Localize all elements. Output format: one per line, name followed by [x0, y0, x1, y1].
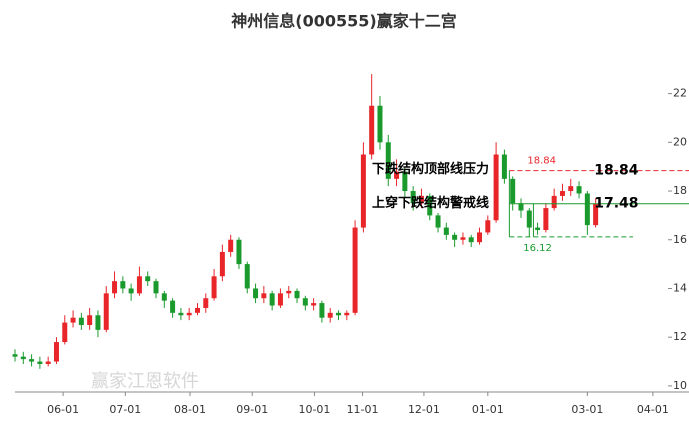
candle-body: [394, 171, 400, 179]
candle-body: [277, 293, 283, 306]
candle-body: [269, 293, 275, 306]
candle-body: [518, 203, 524, 211]
candle-body: [261, 293, 267, 299]
level-small-label: 18.84: [527, 156, 556, 167]
y-tick-label: 16: [673, 233, 687, 246]
x-tick-label: 09-01: [236, 403, 268, 416]
candle-body: [78, 317, 84, 326]
candle-body: [319, 303, 325, 318]
candle-body: [120, 281, 126, 289]
x-tick-label: 07-01: [109, 403, 141, 416]
y-tick-label: 14: [673, 281, 687, 294]
candle-body: [211, 276, 217, 299]
level-small-label: 16.12: [523, 243, 552, 254]
candle-body: [194, 307, 200, 313]
candle-body: [526, 210, 532, 228]
candle-body: [452, 234, 458, 240]
x-tick-label: 11-01: [347, 403, 379, 416]
y-tick-label: 10: [673, 379, 687, 392]
candle-body: [236, 239, 242, 265]
candle-body: [45, 361, 51, 364]
candle-body: [485, 220, 491, 233]
candle-body: [551, 195, 557, 209]
candle-body: [253, 288, 259, 299]
candle-body: [336, 312, 341, 316]
candle-body: [468, 237, 474, 243]
x-tick-label: 12-01: [408, 403, 440, 416]
candle-body: [568, 186, 574, 192]
candle-body: [493, 154, 499, 221]
candle-body: [559, 191, 565, 196]
y-tick-label: 20: [673, 135, 687, 148]
candle-body: [62, 322, 68, 343]
y-tick-label: 12: [673, 330, 687, 343]
candle-body: [369, 105, 375, 155]
candle-body: [170, 300, 176, 313]
level-value: 17.48: [594, 196, 638, 212]
candle-body: [344, 312, 350, 316]
candle-body: [95, 315, 101, 330]
candle-body: [103, 293, 109, 330]
candle-body: [178, 312, 184, 316]
watermark: 赢家江恩软件: [91, 370, 199, 392]
y-tick-label: 18: [673, 184, 687, 197]
candle-body: [228, 239, 234, 252]
candle-body: [186, 312, 192, 316]
candle-body: [286, 290, 292, 294]
candle-body: [352, 227, 358, 313]
candle-body: [145, 276, 151, 282]
candle-body: [477, 232, 483, 243]
x-tick-label: 06-01: [47, 403, 79, 416]
candle-body: [294, 290, 300, 299]
level-name: 上穿下跌结构警戒线: [372, 195, 489, 211]
x-tick-label: 04-01: [637, 403, 669, 416]
level-name: 下跌结构顶部线压力: [372, 161, 489, 177]
candle-body: [219, 251, 225, 277]
candle-body: [87, 315, 93, 326]
candle-body: [161, 293, 167, 301]
candle-body: [385, 142, 391, 179]
candle-body: [593, 203, 599, 226]
candle-body: [402, 171, 408, 192]
candle-body: [203, 298, 209, 308]
candle-body: [427, 195, 433, 216]
candle-body: [244, 264, 250, 289]
candle-body: [112, 281, 118, 294]
candle-body: [435, 215, 441, 228]
level-value: 18.84: [594, 163, 639, 179]
candle-body: [302, 298, 308, 306]
candle-body: [153, 281, 159, 294]
candle-body: [70, 317, 76, 323]
candle-body: [377, 105, 383, 143]
candle-body: [460, 237, 466, 240]
candle-body: [576, 186, 582, 194]
candle-body: [584, 193, 590, 226]
candle-body: [360, 154, 366, 228]
candle-body: [418, 195, 424, 204]
candle-body: [12, 354, 18, 357]
chart-title: 神州信息(000555)赢家十二宫: [231, 12, 456, 31]
candle-body: [443, 227, 449, 235]
candle-body: [29, 359, 35, 362]
candle-body: [37, 361, 43, 364]
candle-body: [535, 227, 541, 231]
x-tick-label: 03-01: [571, 403, 603, 416]
x-tick-label: 08-01: [174, 403, 206, 416]
x-tick-label: 10-01: [298, 403, 330, 416]
candle-body: [136, 276, 142, 294]
candle-body: [410, 191, 416, 204]
candle-body: [53, 342, 59, 362]
candle-body: [311, 303, 317, 306]
y-tick-label: 22: [673, 87, 687, 100]
candle-body: [510, 178, 516, 204]
candle-body: [128, 288, 134, 294]
x-tick-label: 01-01: [472, 403, 504, 416]
candle-body: [327, 312, 333, 318]
candle-body: [543, 208, 549, 231]
candle-body: [20, 356, 26, 360]
candle-body: [501, 154, 507, 179]
